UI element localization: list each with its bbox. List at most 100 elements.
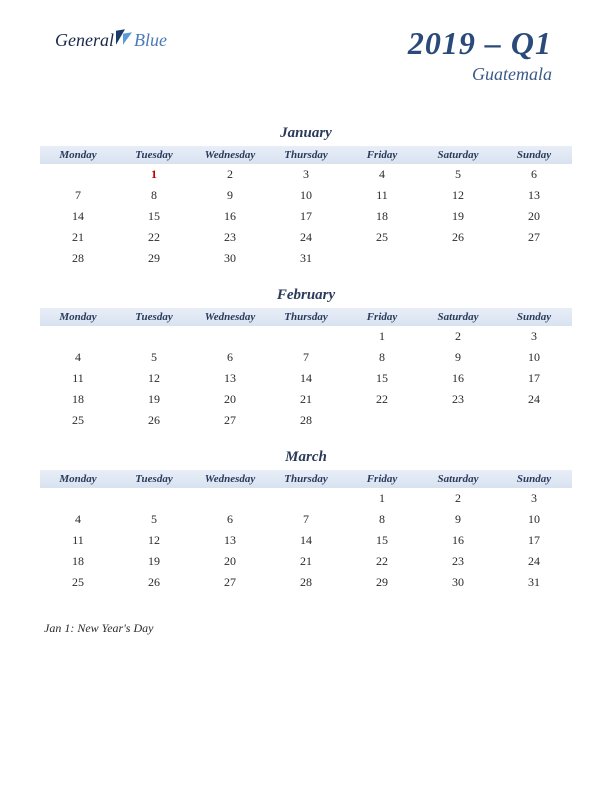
calendar-row: 21222324252627 xyxy=(40,227,572,248)
calendar-cell: 23 xyxy=(420,551,496,572)
calendar-row: 123456 xyxy=(40,164,572,185)
calendar-cell: 14 xyxy=(268,530,344,551)
calendar-cell: 31 xyxy=(496,572,572,593)
calendar-cell: 29 xyxy=(116,248,192,269)
calendar-cell: 26 xyxy=(420,227,496,248)
calendar-cell: 17 xyxy=(496,368,572,389)
calendar-cell xyxy=(116,326,192,347)
calendar-cell: 10 xyxy=(268,185,344,206)
calendar-cell: 5 xyxy=(420,164,496,185)
day-header: Saturday xyxy=(420,308,496,326)
calendar-cell: 27 xyxy=(192,410,268,431)
holidays-list: Jan 1: New Year's Day xyxy=(40,621,572,636)
calendar-row: 45678910 xyxy=(40,347,572,368)
calendar-cell xyxy=(192,326,268,347)
calendar-cell xyxy=(268,326,344,347)
day-header: Sunday xyxy=(496,470,572,488)
calendar-cell: 9 xyxy=(192,185,268,206)
calendar-cell: 4 xyxy=(344,164,420,185)
calendar-cell: 19 xyxy=(116,551,192,572)
calendar-cell: 7 xyxy=(40,185,116,206)
calendar-cell: 23 xyxy=(420,389,496,410)
calendar-row: 45678910 xyxy=(40,509,572,530)
calendar-cell: 22 xyxy=(116,227,192,248)
day-header: Saturday xyxy=(420,470,496,488)
calendar-cell: 28 xyxy=(268,410,344,431)
calendar-cell xyxy=(116,488,192,509)
calendar-row: 18192021222324 xyxy=(40,389,572,410)
calendar-cell: 28 xyxy=(268,572,344,593)
page-title: 2019 – Q1 xyxy=(408,25,552,62)
calendar-cell: 16 xyxy=(420,530,496,551)
logo-part1: General xyxy=(55,30,114,50)
calendar-cell: 1 xyxy=(344,326,420,347)
day-header: Wednesday xyxy=(192,146,268,164)
calendar-cell: 20 xyxy=(192,389,268,410)
calendar-cell: 8 xyxy=(344,347,420,368)
calendar-cell: 7 xyxy=(268,347,344,368)
calendar-cell: 1 xyxy=(344,488,420,509)
calendar-cell: 18 xyxy=(344,206,420,227)
calendar-cell: 25 xyxy=(40,572,116,593)
calendar-row: 14151617181920 xyxy=(40,206,572,227)
calendar-cell: 24 xyxy=(268,227,344,248)
calendar-cell: 18 xyxy=(40,551,116,572)
calendar-cell: 25 xyxy=(344,227,420,248)
calendar-cell: 21 xyxy=(268,551,344,572)
calendar-row: 25262728 xyxy=(40,410,572,431)
calendar-cell: 20 xyxy=(496,206,572,227)
calendar-cell: 3 xyxy=(496,326,572,347)
calendar-cell: 12 xyxy=(116,530,192,551)
day-header: Monday xyxy=(40,146,116,164)
day-header: Sunday xyxy=(496,146,572,164)
calendar-row: 78910111213 xyxy=(40,185,572,206)
calendar-cell: 31 xyxy=(268,248,344,269)
month-block: MarchMondayTuesdayWednesdayThursdayFrida… xyxy=(40,449,572,593)
logo-part2: Blue xyxy=(134,30,167,50)
calendar-cell: 14 xyxy=(268,368,344,389)
month-name: February xyxy=(40,287,572,304)
calendar-cell xyxy=(40,326,116,347)
calendar-cell xyxy=(344,248,420,269)
calendar-cell: 11 xyxy=(344,185,420,206)
calendar-cell: 2 xyxy=(192,164,268,185)
day-header: Friday xyxy=(344,308,420,326)
day-header: Friday xyxy=(344,146,420,164)
calendar-cell: 27 xyxy=(192,572,268,593)
calendar-cell: 7 xyxy=(268,509,344,530)
calendar-cell: 6 xyxy=(192,509,268,530)
day-header: Thursday xyxy=(268,146,344,164)
calendar-cell: 22 xyxy=(344,551,420,572)
calendar-table: MondayTuesdayWednesdayThursdayFridaySatu… xyxy=(40,146,572,269)
calendar-cell: 9 xyxy=(420,509,496,530)
calendar-cell: 24 xyxy=(496,389,572,410)
day-header: Thursday xyxy=(268,308,344,326)
day-header: Tuesday xyxy=(116,470,192,488)
logo-sail-icon xyxy=(116,30,134,46)
calendar-cell: 19 xyxy=(420,206,496,227)
months-container: JanuaryMondayTuesdayWednesdayThursdayFri… xyxy=(40,125,572,593)
day-header: Monday xyxy=(40,308,116,326)
calendar-row: 123 xyxy=(40,326,572,347)
day-header: Wednesday xyxy=(192,308,268,326)
calendar-cell: 9 xyxy=(420,347,496,368)
calendar-cell: 14 xyxy=(40,206,116,227)
calendar-cell xyxy=(40,488,116,509)
calendar-cell xyxy=(344,410,420,431)
day-header: Thursday xyxy=(268,470,344,488)
calendar-cell: 13 xyxy=(496,185,572,206)
calendar-cell: 4 xyxy=(40,509,116,530)
calendar-cell: 26 xyxy=(116,410,192,431)
calendar-cell: 17 xyxy=(268,206,344,227)
day-header: Friday xyxy=(344,470,420,488)
day-header: Wednesday xyxy=(192,470,268,488)
calendar-cell: 8 xyxy=(344,509,420,530)
calendar-cell: 11 xyxy=(40,368,116,389)
calendar-cell xyxy=(192,488,268,509)
calendar-cell: 1 xyxy=(116,164,192,185)
calendar-cell: 21 xyxy=(268,389,344,410)
calendar-cell: 10 xyxy=(496,509,572,530)
day-header: Tuesday xyxy=(116,308,192,326)
calendar-cell xyxy=(496,248,572,269)
calendar-cell: 6 xyxy=(192,347,268,368)
